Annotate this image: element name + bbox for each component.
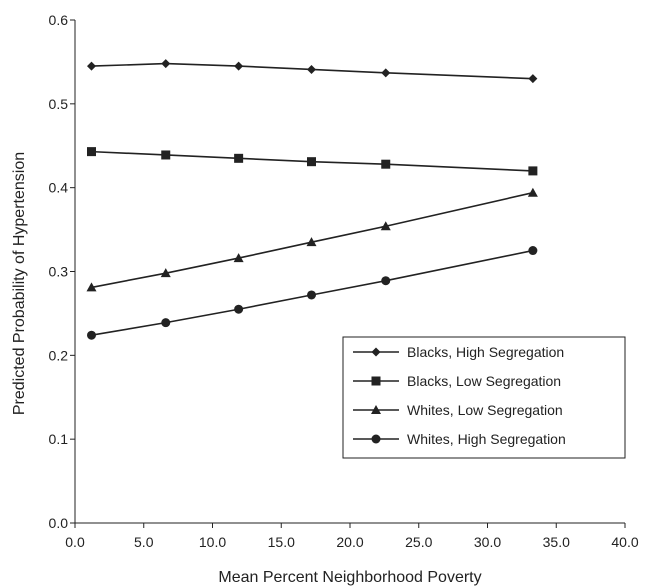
y-tick-label: 0.3 — [49, 264, 69, 280]
legend-marker — [371, 405, 381, 414]
data-point — [234, 153, 244, 163]
data-point — [307, 157, 316, 167]
data-point — [234, 61, 244, 71]
x-tick-label: 30.0 — [474, 534, 501, 550]
legend-item: Whites, Low Segregation — [353, 402, 563, 418]
legend-box — [342, 336, 626, 459]
y-tick-label: 0.6 — [49, 12, 69, 28]
series-line — [91, 249, 534, 337]
data-point — [380, 221, 391, 231]
legend-label: Whites, Low Segregation — [407, 402, 563, 418]
data-point — [87, 330, 96, 340]
series-1 — [87, 59, 538, 84]
x-tick-label: 20.0 — [336, 534, 363, 550]
data-point — [234, 304, 244, 314]
legend-marker — [371, 434, 381, 444]
legend-item: Whites, High Segregation — [353, 431, 566, 447]
y-tick-label: 0.5 — [49, 96, 69, 112]
data-point — [160, 268, 171, 278]
data-point — [161, 59, 171, 69]
legend-marker — [371, 347, 381, 357]
legend-label: Whites, High Segregation — [407, 431, 566, 447]
x-tick-label: 0.0 — [65, 534, 85, 550]
x-tick-label: 25.0 — [405, 534, 432, 550]
y-tick-label: 0.0 — [49, 515, 69, 531]
y-tick-label: 0.1 — [49, 431, 69, 447]
y-tick-label: 0.4 — [49, 180, 69, 196]
series-layer — [86, 59, 538, 340]
x-tick-label: 5.0 — [134, 534, 154, 550]
series-4 — [87, 246, 538, 340]
legend-item: Blacks, High Segregation — [353, 344, 564, 360]
legend-item: Blacks, Low Segregation — [353, 373, 561, 389]
y-tick-label: 0.2 — [49, 347, 69, 363]
x-tick-label: 35.0 — [543, 534, 570, 550]
series-line — [91, 62, 533, 80]
legend-label: Blacks, High Segregation — [407, 344, 564, 360]
data-point — [161, 150, 171, 160]
x-axis-title: Mean Percent Neighborhood Poverty — [218, 569, 481, 586]
legend-marker — [371, 376, 381, 386]
data-point — [86, 282, 97, 292]
series-line — [91, 191, 534, 289]
legend: Blacks, High Segregation Blacks, Low Segr… — [342, 336, 626, 459]
axes: 0.0 0.1 0.2 0.3 0.4 0.5 0.6 0.0 5.0 10.0 15.0 20.0 2… — [11, 12, 639, 586]
data-point — [527, 187, 538, 197]
x-tick-label: 40.0 — [611, 534, 638, 550]
data-point — [161, 318, 171, 328]
data-point — [306, 237, 317, 247]
data-point — [233, 253, 244, 263]
legend-label: Blacks, Low Segregation — [407, 373, 561, 389]
data-point — [528, 166, 538, 176]
x-tick-label: 15.0 — [268, 534, 295, 550]
series-3 — [86, 187, 538, 292]
x-tick-label: 10.0 — [199, 534, 226, 550]
series-2 — [87, 147, 538, 176]
data-point — [307, 64, 316, 74]
data-point — [87, 147, 96, 157]
data-point — [87, 61, 96, 71]
data-point — [528, 74, 538, 84]
data-point — [381, 159, 391, 169]
data-point — [528, 246, 538, 256]
y-axis-title: Predicted Probability of Hypertension — [11, 152, 28, 415]
series-line — [91, 150, 533, 172]
data-point — [381, 68, 391, 78]
data-point — [307, 290, 316, 300]
data-point — [381, 276, 391, 286]
